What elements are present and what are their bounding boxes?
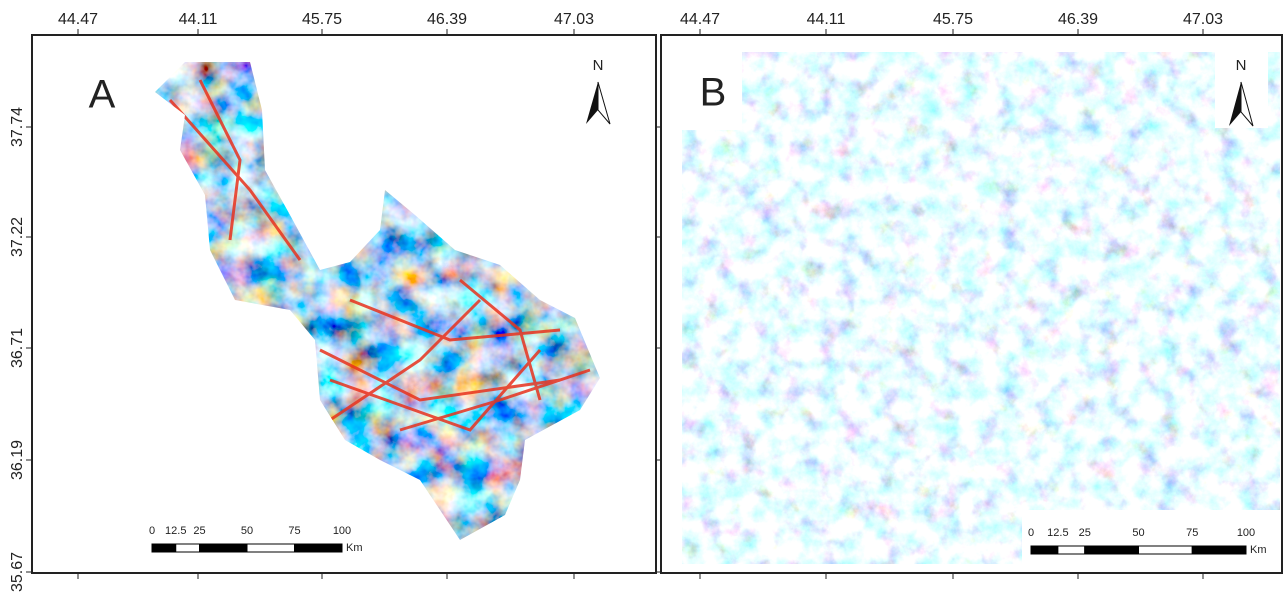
scale-label: 75 (288, 525, 300, 537)
scale-label: 75 (1186, 527, 1198, 539)
scale-label: 50 (1132, 527, 1144, 539)
scale-label: 0 (149, 525, 155, 537)
scale-segment (1058, 546, 1085, 554)
x-tick-label: 44.47 (58, 11, 98, 28)
panel-label: A (89, 73, 116, 117)
x-tick-label: 44.11 (179, 11, 218, 28)
scale-segment (247, 544, 295, 552)
scale-label: 25 (1079, 527, 1091, 539)
scale-label: 0 (1028, 527, 1034, 539)
x-tick-label: 44.11 (807, 11, 846, 28)
panel-label: B (700, 71, 727, 115)
y-tick-label: 35.67 (9, 552, 26, 592)
x-tick-label: 46.39 (427, 11, 467, 28)
scale-segment (1085, 546, 1139, 554)
x-tick-label: 44.47 (680, 11, 720, 28)
panel-b-map (682, 52, 1280, 564)
scale-unit: Km (346, 542, 363, 554)
scale-label: 25 (193, 525, 205, 537)
scale-label: 12.5 (1047, 527, 1068, 539)
scale-label: 100 (1237, 527, 1255, 539)
scale-label: 100 (333, 525, 351, 537)
x-tick-label: 47.03 (554, 11, 594, 28)
y-tick-label: 37.22 (9, 217, 26, 257)
x-tick-label: 45.75 (933, 11, 973, 28)
scale-segment (295, 544, 343, 552)
scale-segment (1031, 546, 1058, 554)
scale-segment (1139, 546, 1193, 554)
y-tick-label: 36.71 (9, 328, 26, 368)
scale-label: 12.5 (165, 525, 186, 537)
scale-segment (152, 544, 176, 552)
scale-label: 50 (241, 525, 253, 537)
north-label: N (593, 57, 604, 74)
scale-unit: Km (1250, 544, 1267, 556)
scale-segment (200, 544, 248, 552)
x-tick-label: 45.75 (302, 11, 342, 28)
x-tick-label: 47.03 (1183, 11, 1223, 28)
north-label: N (1236, 57, 1247, 74)
scale-segment (176, 544, 200, 552)
figure: 44.47 44.11 45.75 46.39 47.03 37.74 37.22 36.71… (0, 0, 1286, 592)
y-tick-label: 36.19 (9, 440, 26, 480)
y-tick-label: 37.74 (9, 107, 26, 147)
x-tick-label: 46.39 (1058, 11, 1098, 28)
scale-segment (1192, 546, 1246, 554)
